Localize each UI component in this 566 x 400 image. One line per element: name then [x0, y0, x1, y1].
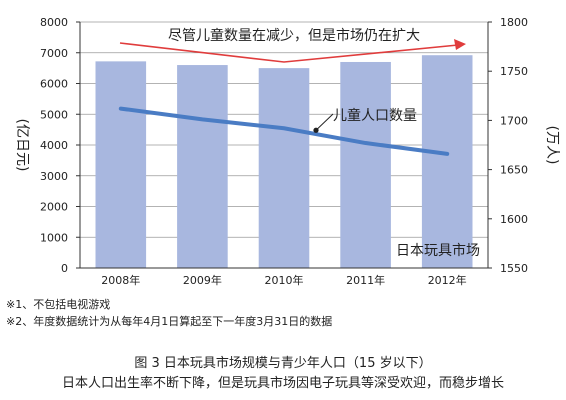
y-right-tick-label: 1700	[500, 114, 528, 127]
bars	[95, 55, 473, 269]
trend-annotation: 尽管儿童数量在减少，但是市场仍在扩大	[168, 27, 420, 44]
population-series-line	[118, 106, 450, 156]
y-left-title: (亿日元)	[14, 119, 30, 172]
bar-series-label: 日本玩具市场	[396, 242, 480, 259]
axes: 0 1000 2000 3000 4000 5000 6000 7000 8000 1550 160…	[40, 16, 528, 287]
y-right-tick-label: 1750	[500, 65, 528, 78]
bar	[95, 61, 147, 268]
bar	[177, 65, 228, 268]
x-tick-label: 2008年	[101, 273, 140, 287]
line-label-pointer	[315, 113, 334, 131]
y-right-tick-label: 1550	[500, 262, 528, 275]
caption-title: 图 3 日本玩具市场规模与青少年人口（15 岁以下）	[134, 356, 432, 371]
y-right-title: (万人)	[544, 126, 560, 165]
x-tick-label: 2009年	[183, 273, 222, 287]
x-tick-label: 2012年	[428, 273, 467, 287]
y-left-tick-label: 7000	[40, 47, 68, 60]
footnotes: ※1、不包括电视游戏 ※2、年度数据统计为从每年4月1日算起至下一年度3月31日…	[6, 296, 332, 330]
y-right-tick-label: 1650	[500, 164, 528, 177]
footnote-2: ※2、年度数据统计为从每年4月1日算起至下一年度3月31日的数据	[6, 315, 333, 328]
y-left-tick-label: 6000	[40, 78, 68, 91]
trend-arrow-line	[119, 42, 459, 63]
x-tick-label: 2011年	[346, 273, 385, 287]
trend-arrow-head	[454, 39, 466, 50]
y-left-tick-label: 3000	[40, 170, 68, 183]
y-left-tick-label: 2000	[40, 201, 68, 214]
y-right-tick-label: 1800	[500, 16, 528, 29]
y-left-tick-label: 4000	[40, 139, 68, 152]
trend-arrow	[119, 39, 466, 63]
caption-subtitle: 日本人口出生率不断下降，但是玩具市场因电子玩具等深受欢迎，而稳步增长	[61, 376, 504, 391]
y-left-tick-label: 1000	[40, 231, 68, 244]
y-left-tick-label: 8000	[40, 16, 68, 29]
bar	[421, 55, 473, 269]
line-series-label: 儿童人口数量	[333, 107, 417, 124]
y-left-tick-label: 0	[61, 262, 68, 275]
x-tick-label: 2010年	[265, 273, 304, 287]
footnote-1: ※1、不包括电视游戏	[6, 298, 111, 311]
y-left-tick-label: 5000	[40, 108, 68, 121]
line-label-dot	[313, 127, 319, 133]
y-right-tick-label: 1600	[500, 213, 528, 226]
population-line	[118, 106, 450, 156]
chart: 0 1000 2000 3000 4000 5000 6000 7000 8000 1550 160…	[14, 16, 560, 287]
bar	[258, 68, 310, 268]
bar	[340, 61, 391, 268]
